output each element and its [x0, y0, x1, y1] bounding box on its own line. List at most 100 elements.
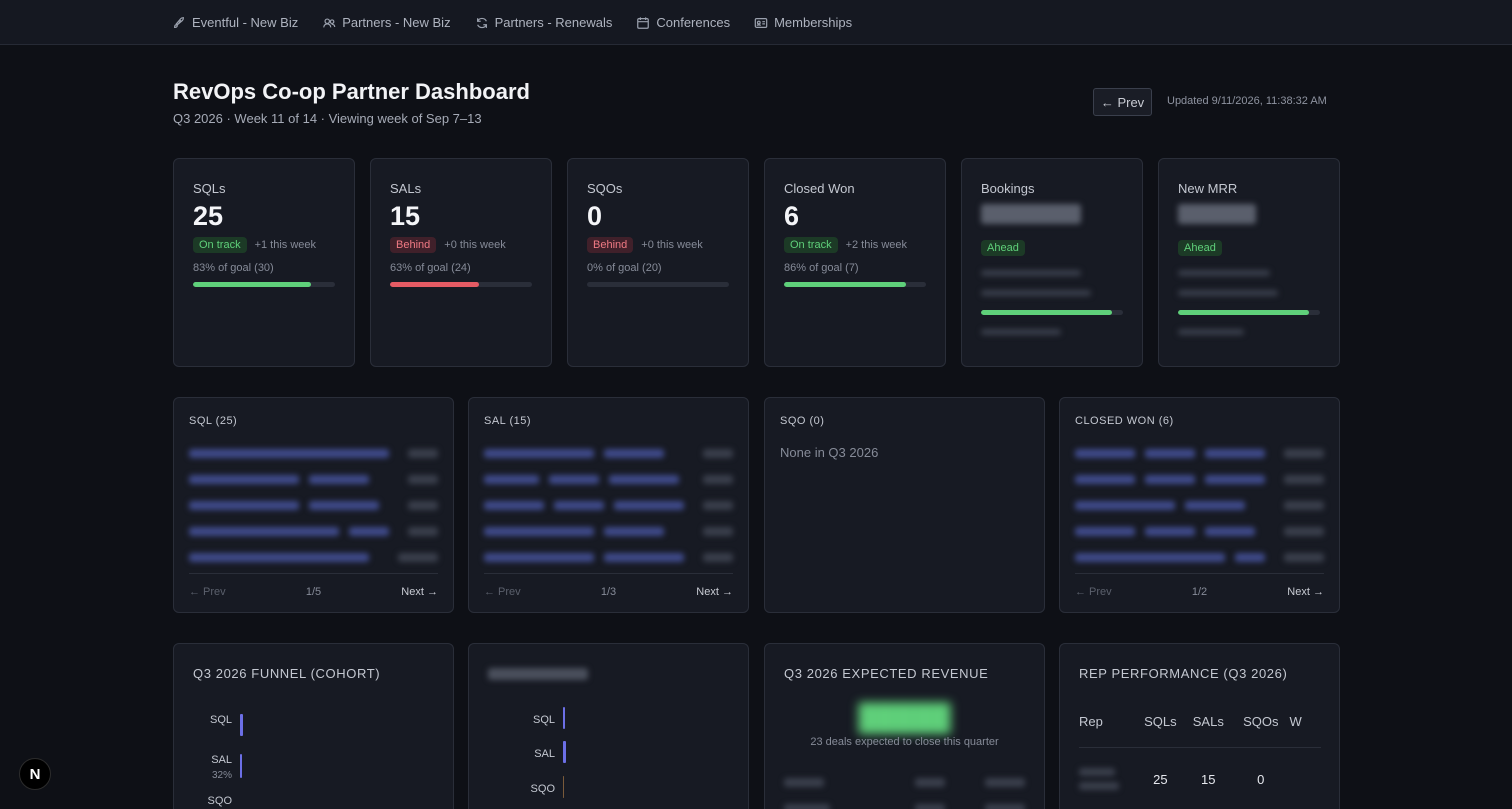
redacted-rows	[1075, 440, 1324, 570]
funnel-stage-label: SAL	[534, 748, 555, 760]
redacted-details	[981, 270, 1123, 296]
progress-bar	[587, 282, 729, 287]
table-row: 25 15 0	[1079, 748, 1321, 791]
progress-fill	[981, 310, 1112, 315]
page-indicator: 1/5	[305, 585, 322, 598]
id-card-icon	[754, 17, 768, 28]
nav-label: Memberships	[774, 15, 853, 30]
nav-label: Conferences	[656, 15, 731, 30]
funnel-panel-redacted: SQL SAL SQO	[468, 643, 749, 809]
funnel-bar	[240, 714, 243, 736]
rep-performance-panel: REP PERFORMANCE (Q3 2026) Rep SQLs SALs …	[1059, 643, 1340, 809]
nav-item-partners-new-biz[interactable]: Partners - New Biz	[322, 15, 451, 30]
nav-items: Eventful - New Biz Partners - New Biz Pa…	[172, 0, 852, 45]
updated-timestamp: Updated 9/11/2026, 11:38:32 AM	[1167, 95, 1327, 107]
kpi-card-new-mrr: New MRR Ahead	[1158, 158, 1340, 367]
panel-title: CLOSED WON (6)	[1075, 415, 1174, 427]
kpi-value: 6	[784, 201, 800, 231]
kpi-label: SQLs	[193, 181, 226, 196]
panel-title: SQO (0)	[780, 415, 825, 427]
calendar-icon	[637, 16, 650, 29]
kpi-goal: 63% of goal (24)	[390, 262, 471, 274]
redacted-rows	[189, 440, 438, 570]
kpi-label: SQOs	[587, 181, 623, 196]
rep-table-viewport: Rep SQLs SALs SQOs W 25 15 0	[1060, 644, 1321, 809]
panel-title: SQL (25)	[189, 415, 238, 427]
table-cell: 15	[1201, 771, 1216, 787]
expected-revenue-value-redacted: █████	[858, 702, 951, 732]
progress-bar	[784, 282, 926, 287]
table-cell: 25	[1153, 771, 1168, 787]
status-badge: Ahead	[981, 240, 1025, 256]
status-badge: Behind	[587, 237, 634, 253]
prev-week-button[interactable]: ← Prev	[1093, 88, 1152, 116]
next-page-button[interactable]: Next →	[696, 585, 733, 598]
kpi-value: 15	[390, 201, 421, 231]
refresh-icon	[476, 17, 487, 28]
kpi-goal: 83% of goal (30)	[193, 262, 274, 274]
progress-fill	[1178, 310, 1309, 315]
page-title: RevOps Co-op Partner Dashboard	[173, 79, 530, 104]
next-dev-indicator-button[interactable]: N	[19, 758, 51, 790]
kpi-card-sqls: SQLs 25 On track +1 this week 83% of goa…	[173, 158, 355, 367]
funnel-panel: Q3 2026 FUNNEL (COHORT) SQL SAL 32% SQO	[173, 643, 454, 809]
nav-item-memberships[interactable]: Memberships	[754, 15, 852, 30]
funnel-stage-label: SQO	[207, 795, 232, 807]
funnel-stage-label: SQL	[532, 714, 555, 726]
page-subtitle: Q3 2026 · Week 11 of 14 · Viewing week o…	[173, 111, 482, 126]
column-header: SQLs	[1136, 714, 1185, 748]
progress-fill	[390, 282, 480, 287]
kpi-value-redacted	[1178, 204, 1320, 237]
column-header: Rep	[1079, 714, 1137, 748]
status-badge: Behind	[390, 237, 437, 253]
kpi-card-sqos: SQOs 0 Behind +0 this week 0% of goal (2…	[567, 158, 749, 367]
kpi-label: Closed Won	[784, 181, 855, 196]
kpi-value-redacted	[981, 204, 1123, 237]
pager: ← Prev 1/3 Next →	[484, 573, 733, 609]
progress-fill	[784, 282, 907, 287]
redacted-note	[981, 329, 1061, 335]
nav-label: Partners - Renewals	[494, 15, 613, 30]
kpi-goal: 0% of goal (20)	[587, 262, 662, 274]
funnel-stage-conversion: 32%	[211, 770, 232, 781]
table-cell	[1289, 748, 1321, 791]
funnel-bar	[563, 707, 565, 729]
progress-bar	[981, 310, 1123, 315]
status-badge: On track	[193, 237, 247, 253]
redacted-title	[488, 668, 588, 680]
kpi-card-bookings: Bookings Ahead	[961, 158, 1143, 367]
rocket-icon	[174, 16, 184, 28]
nav-item-eventful-new-biz[interactable]: Eventful - New Biz	[172, 15, 298, 30]
panel-title: Q3 2026 EXPECTED REVENUE	[784, 666, 989, 681]
users-icon	[323, 17, 336, 27]
nav-item-conferences[interactable]: Conferences	[636, 15, 730, 30]
table-cell: 0	[1257, 771, 1265, 787]
empty-state: None in Q3 2026	[780, 445, 879, 460]
column-header: SALs	[1184, 714, 1233, 748]
prev-page-button[interactable]: ← Prev	[189, 585, 226, 598]
expected-revenue-subtitle: 23 deals expected to close this quarter	[810, 736, 999, 748]
pager: ← Prev 1/5 Next →	[189, 573, 438, 609]
kpi-value: 0	[587, 201, 603, 231]
sqo-list-panel: SQO (0) None in Q3 2026	[764, 397, 1045, 613]
top-nav: Eventful - New Biz Partners - New Biz Pa…	[0, 0, 1512, 45]
panel-title: SAL (15)	[484, 415, 532, 427]
kpi-delta: +1 this week	[254, 239, 317, 251]
prev-page-button[interactable]: ← Prev	[484, 585, 521, 598]
funnel-stage-label: SQL	[209, 714, 232, 726]
redacted-rows	[784, 769, 1025, 809]
next-page-button[interactable]: Next →	[1287, 585, 1324, 598]
progress-bar	[390, 282, 532, 287]
prev-page-button[interactable]: ← Prev	[1075, 585, 1112, 598]
redacted-details	[1178, 270, 1320, 296]
expected-revenue-panel: Q3 2026 EXPECTED REVENUE █████ 23 deals …	[764, 643, 1045, 809]
column-header: W	[1289, 714, 1321, 748]
nav-label: Eventful - New Biz	[192, 15, 299, 30]
funnel-stage-label: SQO	[530, 783, 555, 795]
next-page-button[interactable]: Next →	[401, 585, 438, 598]
kpi-delta: +0 this week	[641, 239, 703, 251]
kpi-card-sals: SALs 15 Behind +0 this week 63% of goal …	[370, 158, 552, 367]
nav-item-partners-renewals[interactable]: Partners - Renewals	[475, 15, 613, 30]
rep-name-redacted	[1079, 748, 1136, 790]
page-indicator: 1/3	[600, 585, 617, 598]
